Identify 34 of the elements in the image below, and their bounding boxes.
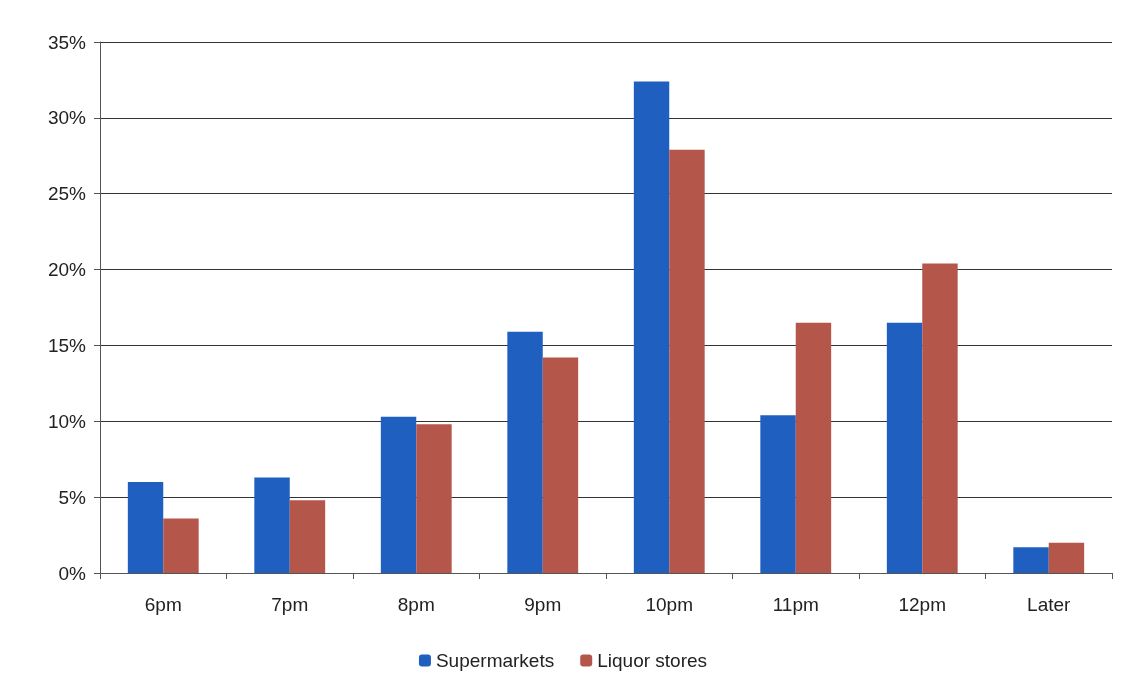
x-tick-label: 6pm	[144, 594, 182, 615]
bar	[416, 424, 452, 573]
x-tick-label: 9pm	[524, 594, 562, 615]
x-tick-label: 11pm	[772, 594, 819, 615]
bar	[127, 481, 164, 573]
bar	[254, 477, 290, 573]
bar	[289, 500, 326, 573]
bar	[163, 518, 199, 573]
bar	[1048, 542, 1085, 573]
bar	[380, 416, 417, 573]
y-tick-label: 20%	[47, 259, 87, 281]
bar	[669, 149, 705, 573]
bar	[1013, 547, 1049, 573]
y-tick-label: 25%	[47, 183, 87, 205]
bar	[795, 322, 832, 573]
x-tick-label: 10pm	[645, 594, 694, 615]
bar	[886, 322, 923, 573]
bar	[542, 357, 579, 573]
x-tick-label: 7pm	[271, 594, 309, 615]
y-tick-label: 5%	[58, 486, 87, 508]
x-tick-label: 8pm	[397, 594, 435, 615]
bar	[633, 81, 670, 573]
legend-label: Liquor stores	[597, 650, 708, 671]
y-tick-label: 35%	[47, 31, 87, 53]
bar	[507, 331, 543, 573]
x-tick-label: 12pm	[898, 594, 947, 615]
x-tick-label: Later	[1027, 594, 1072, 615]
y-tick-label: 10%	[47, 410, 87, 432]
y-tick-label: 0%	[58, 562, 87, 584]
y-tick-label: 15%	[47, 334, 87, 356]
bar	[760, 415, 796, 573]
legend-label: Supermarkets	[435, 650, 555, 671]
y-tick-label: 30%	[47, 107, 87, 129]
bar	[922, 263, 958, 573]
